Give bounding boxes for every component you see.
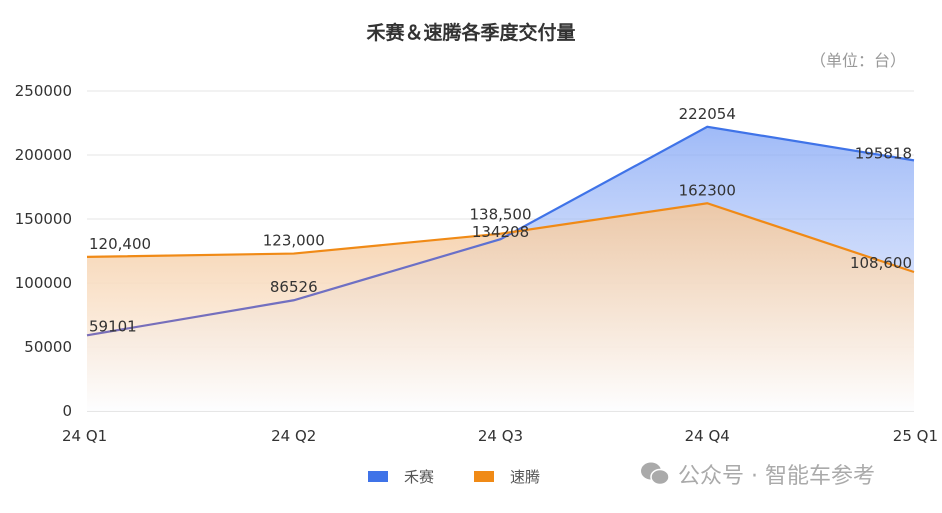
y-tick-label: 150000 xyxy=(15,210,72,228)
legend: 禾赛 速腾 xyxy=(368,466,580,487)
data-label: 138,500 xyxy=(469,206,531,224)
watermark: 公众号 · 智能车参考 xyxy=(640,458,875,490)
legend-item-robosense[interactable]: 速腾 xyxy=(474,466,540,487)
x-tick-label: 24 Q4 xyxy=(685,427,730,445)
legend-swatch xyxy=(368,471,388,482)
data-label: 123,000 xyxy=(263,232,325,250)
legend-swatch xyxy=(474,471,495,482)
chart-title: 禾赛＆速腾各季度交付量 xyxy=(366,22,576,44)
x-tick-label: 25 Q1 xyxy=(893,427,938,445)
watermark-text: 公众号 · 智能车参考 xyxy=(678,464,875,489)
line-robosense xyxy=(86,202,915,274)
wechat-icon xyxy=(641,462,670,486)
data-label: 86526 xyxy=(270,278,318,296)
area-robosense xyxy=(87,203,914,411)
legend-item-hesai[interactable]: 禾赛 xyxy=(368,466,434,487)
x-tick-label: 24 Q2 xyxy=(271,427,316,445)
y-tick-label: 250000 xyxy=(15,82,72,100)
line-hesai xyxy=(86,125,915,337)
y-tick-label: 200000 xyxy=(15,146,72,164)
y-tick-label: 0 xyxy=(62,402,72,420)
y-tick-label: 50000 xyxy=(24,338,72,356)
data-label: 222054 xyxy=(679,105,736,123)
legend-label: 速腾 xyxy=(510,468,541,486)
data-label: 195818 xyxy=(855,144,912,162)
data-label: 120,400 xyxy=(89,235,151,253)
data-label: 59101 xyxy=(89,317,137,335)
unit-note: （单位：台） xyxy=(809,51,906,70)
data-label: 134208 xyxy=(472,223,529,241)
x-tick-label: 24 Q1 xyxy=(62,427,107,445)
data-label: 108,600 xyxy=(850,254,912,272)
legend-label: 禾赛 xyxy=(404,468,435,486)
y-tick-label: 100000 xyxy=(15,274,72,292)
data-label: 162300 xyxy=(679,181,736,199)
x-tick-label: 24 Q3 xyxy=(478,427,523,445)
